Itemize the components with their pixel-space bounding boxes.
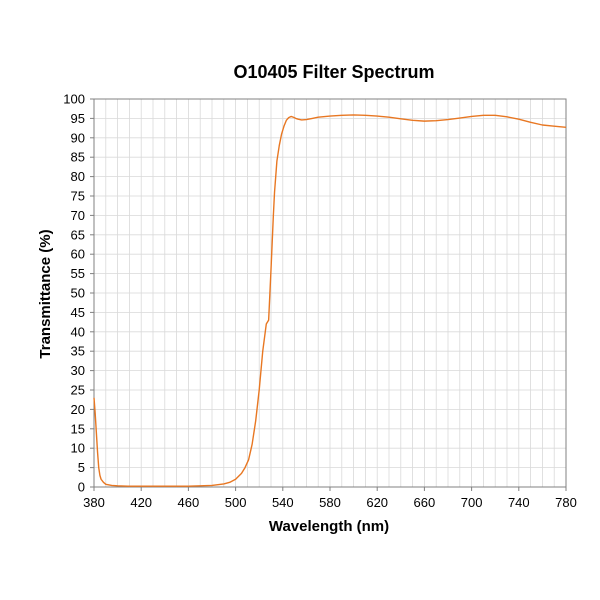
y-tick-label: 5 bbox=[78, 460, 85, 475]
y-axis-ticks: 0 5 10 15 20 25 30 35 40 45 50 55 60 65 70 75 80 85 90 95 10… bbox=[63, 92, 94, 495]
series-line bbox=[93, 114, 567, 487]
y-tick-label: 50 bbox=[71, 286, 85, 301]
x-axis-ticks: 380 420 460 500 540 580 620 660 700 740 780 bbox=[83, 487, 577, 510]
y-tick-label: 80 bbox=[71, 169, 85, 184]
x-tick-label: 460 bbox=[178, 495, 200, 510]
x-tick-label: 500 bbox=[225, 495, 247, 510]
chart-title: O10405 Filter Spectrum bbox=[233, 62, 434, 82]
y-tick-label: 15 bbox=[71, 421, 85, 436]
y-tick-label: 85 bbox=[71, 150, 85, 165]
y-tick-label: 100 bbox=[63, 92, 85, 107]
x-tick-label: 380 bbox=[83, 495, 105, 510]
y-tick-label: 35 bbox=[71, 344, 85, 359]
y-tick-label: 70 bbox=[71, 208, 85, 223]
x-tick-label: 580 bbox=[319, 495, 341, 510]
y-tick-label: 30 bbox=[71, 363, 85, 378]
y-axis-label: Transmittance (%) bbox=[37, 229, 54, 358]
x-tick-label: 620 bbox=[366, 495, 388, 510]
y-tick-label: 25 bbox=[71, 383, 85, 398]
x-tick-label: 420 bbox=[130, 495, 152, 510]
x-tick-label: 780 bbox=[555, 495, 577, 510]
y-tick-label: 20 bbox=[71, 402, 85, 417]
y-tick-label: 10 bbox=[71, 441, 85, 456]
x-tick-label: 540 bbox=[272, 495, 294, 510]
y-tick-label: 65 bbox=[71, 227, 85, 242]
series-layer bbox=[93, 114, 567, 487]
y-tick-label: 45 bbox=[71, 305, 85, 320]
x-tick-label: 700 bbox=[461, 495, 483, 510]
y-tick-label: 95 bbox=[71, 111, 85, 126]
y-tick-label: 40 bbox=[71, 324, 85, 339]
y-tick-label: 60 bbox=[71, 247, 85, 262]
y-tick-label: 0 bbox=[78, 480, 85, 495]
x-axis-label: Wavelength (nm) bbox=[269, 518, 389, 535]
grid bbox=[94, 99, 566, 487]
y-tick-label: 55 bbox=[71, 266, 85, 281]
x-tick-label: 740 bbox=[508, 495, 530, 510]
y-tick-label: 75 bbox=[71, 189, 85, 204]
x-tick-label: 660 bbox=[414, 495, 436, 510]
y-tick-label: 90 bbox=[71, 130, 85, 145]
